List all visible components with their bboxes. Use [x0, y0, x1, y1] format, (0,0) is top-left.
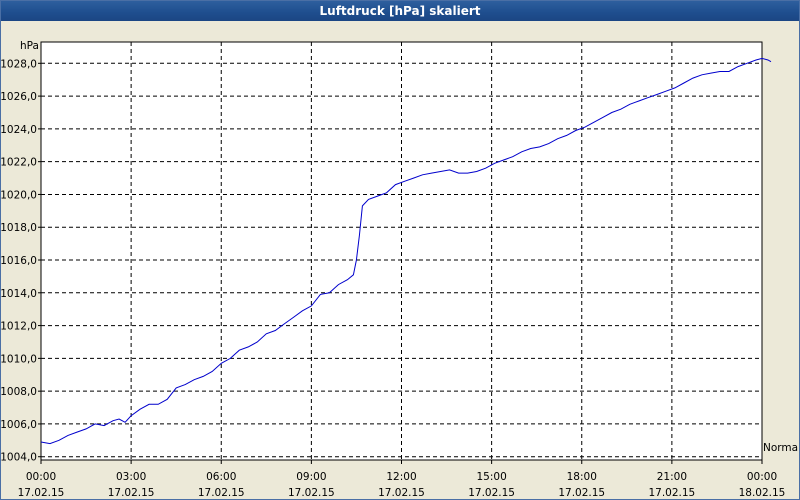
x-tick-date-1: 17.02.15 [108, 487, 155, 499]
grid-lines [41, 42, 762, 460]
plot-area [40, 41, 763, 461]
x-tick-time-1: 03:00 [116, 471, 146, 483]
series-line-normal [40, 57, 772, 445]
y-tick-label-1: 1006,0 [1, 419, 37, 431]
y-axis: 1004,0 1006,0 1008,0 1010,0 1012,0 1014,0 1016… [1, 58, 41, 464]
x-tick-time-2: 06:00 [206, 471, 236, 483]
legend-normal: Normal [763, 442, 799, 454]
x-tick-time-6: 18:00 [567, 471, 597, 483]
chart: 1004,0 1006,0 1008,0 1010,0 1012,0 1014,0 1016… [1, 40, 799, 499]
x-axis: 00:00 17.02.15 03:00 17.02.15 06:00 17.02.15 0… [18, 460, 786, 499]
x-tick-date-6: 17.02.15 [558, 487, 605, 499]
series-group [40, 57, 772, 445]
title-bar: Luftdruck [hPa] skaliert [1, 1, 799, 21]
x-tick-date-2: 17.02.15 [198, 487, 245, 499]
y-axis-unit: hPa [20, 40, 39, 52]
y-tick-label-11: 1026,0 [1, 91, 37, 103]
x-tick-date-0: 17.02.15 [18, 487, 65, 499]
x-tick-time-3: 09:00 [296, 471, 326, 483]
x-tick-date-4: 17.02.15 [378, 487, 425, 499]
y-tick-label-4: 1012,0 [1, 321, 37, 333]
y-tick-label-5: 1014,0 [1, 288, 37, 300]
y-tick-label-2: 1008,0 [1, 386, 37, 398]
x-tick-date-5: 17.02.15 [468, 487, 515, 499]
x-tick-time-0: 00:00 [26, 471, 56, 483]
y-tick-label-10: 1024,0 [1, 124, 37, 136]
y-tick-label-9: 1022,0 [1, 157, 37, 169]
x-tick-time-4: 12:00 [386, 471, 416, 483]
y-tick-label-7: 1018,0 [1, 222, 37, 234]
y-tick-label-3: 1010,0 [1, 353, 37, 365]
x-tick-date-8: 18.02.15 [739, 487, 786, 499]
y-tick-label-6: 1016,0 [1, 255, 37, 267]
x-tick-time-5: 15:00 [476, 471, 506, 483]
y-tick-label-12: 1028,0 [1, 58, 37, 70]
x-tick-date-3: 17.02.15 [288, 487, 335, 499]
y-tick-label-0: 1004,0 [1, 452, 37, 464]
x-tick-time-7: 21:00 [657, 471, 687, 483]
x-tick-time-8: 00:00 [747, 471, 777, 483]
x-tick-date-7: 17.02.15 [648, 487, 695, 499]
y-tick-label-8: 1020,0 [1, 189, 37, 201]
chart-title: Luftdruck [hPa] skaliert [319, 4, 481, 18]
